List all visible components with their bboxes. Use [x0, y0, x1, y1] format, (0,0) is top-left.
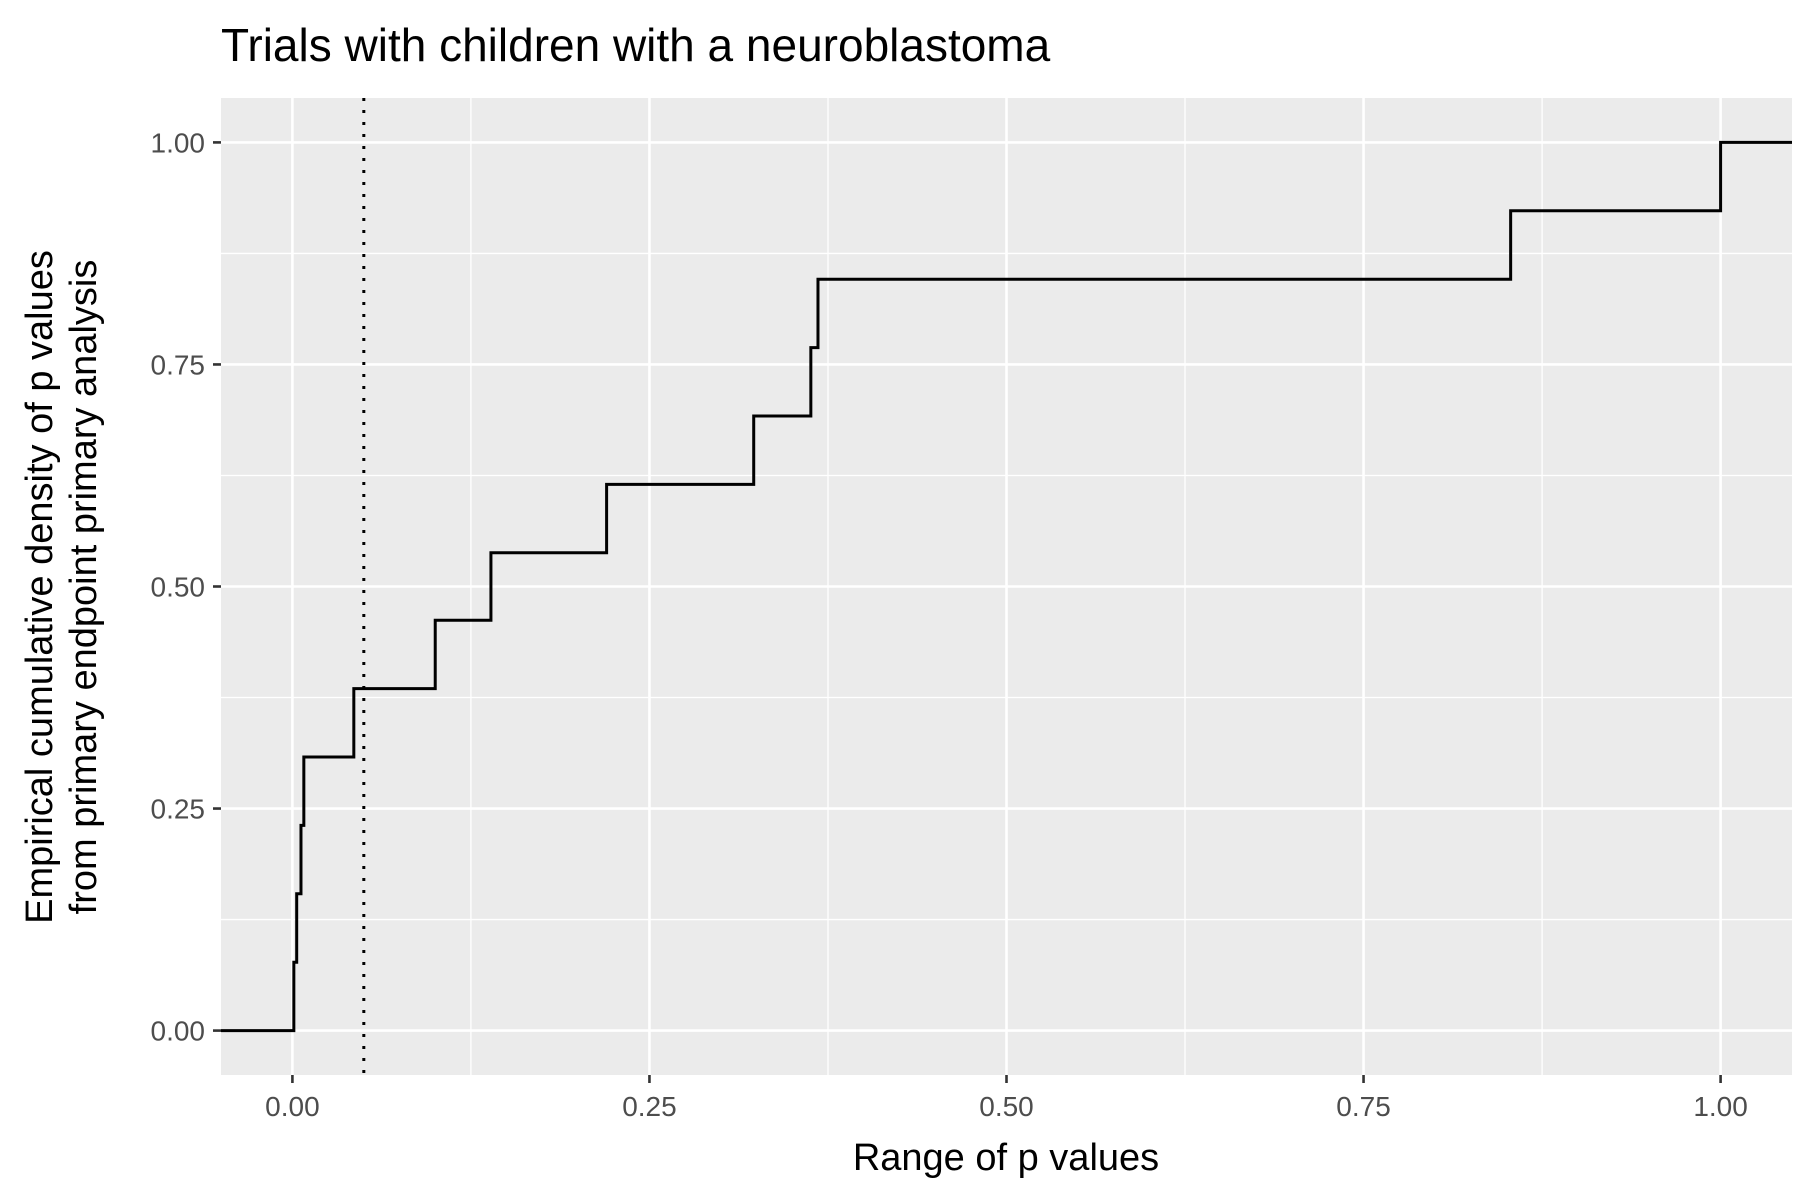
y-axis-title-line-2: from primary endpoint primary analysis	[63, 260, 105, 915]
major-gridlines	[221, 98, 1792, 1075]
chart-title: Trials with children with a neuroblastom…	[221, 19, 1051, 71]
y-axis: 0.00 0.25 0.50 0.75 1.00	[151, 127, 221, 1047]
y-axis-title: Empirical cumulative density of p values…	[19, 250, 105, 924]
y-tick-label: 0.75	[151, 349, 206, 380]
y-tick-label: 0.25	[151, 794, 206, 825]
x-axis: 0.00 0.25 0.50 0.75 1.00	[265, 1075, 1748, 1122]
x-tick-label: 0.00	[265, 1091, 320, 1122]
y-axis-title-line-1: Empirical cumulative density of p values	[19, 250, 61, 924]
x-tick-label: 1.00	[1693, 1091, 1748, 1122]
ecdf-step-line	[221, 140, 1792, 1033]
y-tick-label: 0.50	[151, 572, 206, 603]
x-tick-label: 0.75	[1336, 1091, 1391, 1122]
x-axis-title: Range of p values	[853, 1137, 1159, 1179]
x-tick-label: 0.50	[979, 1091, 1034, 1122]
y-tick-label: 1.00	[151, 127, 206, 158]
y-tick-label: 0.00	[151, 1016, 206, 1047]
x-tick-label: 0.25	[622, 1091, 677, 1122]
